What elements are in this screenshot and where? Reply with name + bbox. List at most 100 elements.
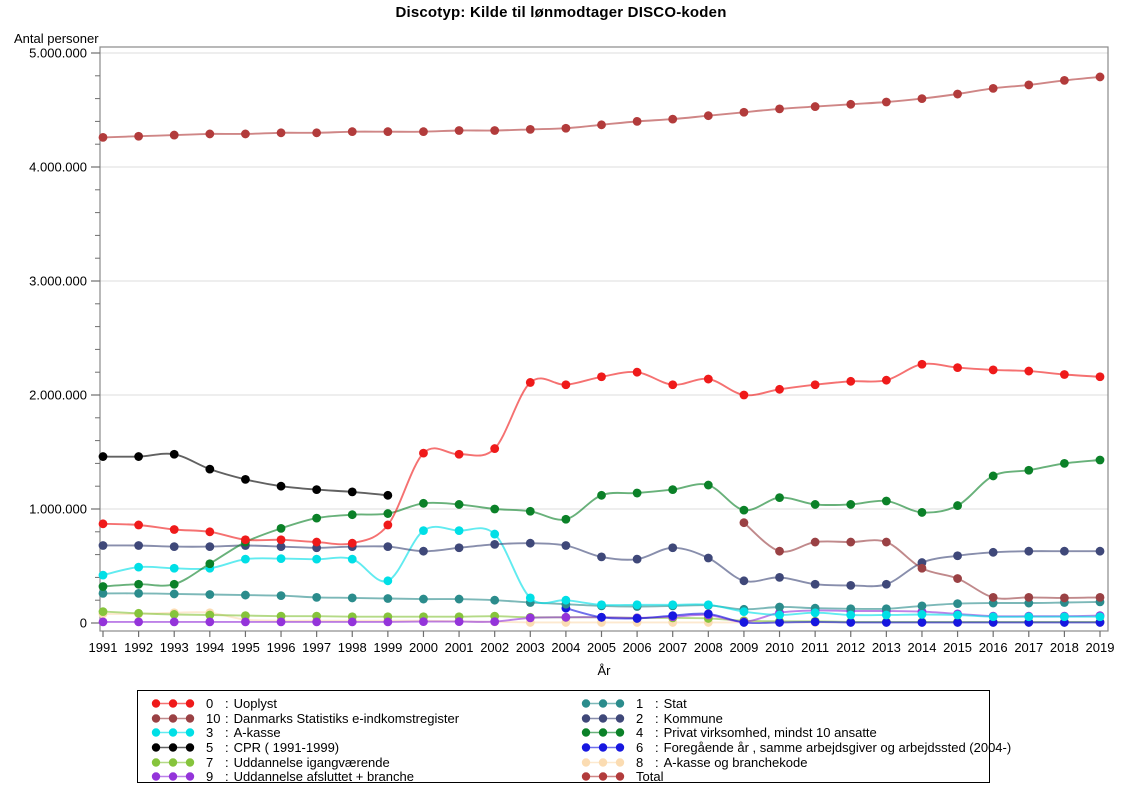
series-marker-2 — [383, 542, 393, 552]
legend-box: 0: Uoplyst 10: Danmarks Statistiks e-indkom… — [137, 690, 1011, 785]
series-marker-3 — [881, 610, 891, 620]
series-marker-total — [917, 94, 927, 103]
legend-code: 2 — [636, 710, 644, 726]
legend-separator: : — [655, 725, 659, 741]
series-marker-2 — [632, 554, 642, 564]
series-marker-6 — [846, 618, 856, 627]
series-marker-total — [739, 107, 749, 117]
x-tick-label: 2008 — [694, 640, 723, 655]
series-marker-9 — [419, 617, 428, 627]
series-marker-0 — [312, 537, 322, 547]
series-marker-1 — [241, 590, 250, 600]
series-marker-4 — [312, 513, 322, 523]
series-marker-2 — [205, 542, 215, 552]
series-marker-4 — [205, 559, 215, 569]
series-marker-3 — [846, 610, 856, 620]
series-marker-3 — [241, 554, 250, 564]
series-marker-3 — [347, 554, 357, 564]
series-marker-0 — [419, 448, 428, 458]
series-marker-6 — [917, 618, 927, 627]
series-marker-0 — [347, 538, 357, 548]
legend-code: 7 — [206, 754, 214, 770]
series-marker-7 — [241, 611, 250, 620]
x-tick-label: 2012 — [836, 640, 865, 655]
y-tick-label: 0 — [80, 616, 87, 631]
legend-marker-total — [581, 772, 625, 781]
legend-item-5: 5: CPR ( 1991-1999) — [150, 740, 459, 755]
series-marker-1 — [846, 604, 856, 614]
series-marker-2 — [1024, 546, 1034, 556]
series-marker-4 — [739, 505, 749, 515]
legend-item-8: 8: A-kasse og branchekode — [580, 755, 1011, 770]
series-marker-1 — [169, 589, 179, 599]
legend-label: Stat — [663, 695, 687, 711]
x-tick-label: 2019 — [1086, 640, 1115, 655]
x-axis-title: År — [597, 663, 611, 678]
series-marker-0 — [98, 519, 108, 529]
series-marker-total — [525, 124, 535, 134]
y-tick-label: 4.000.000 — [29, 160, 87, 175]
series-marker-0 — [632, 367, 642, 377]
series-marker-total — [383, 127, 393, 137]
series-marker-2 — [1059, 546, 1069, 556]
series-marker-2 — [169, 542, 179, 552]
series-marker-6 — [810, 617, 820, 627]
series-marker-2 — [134, 541, 144, 550]
series-marker-7 — [205, 610, 215, 620]
series-marker-3 — [312, 554, 322, 564]
x-tick-label: 2010 — [765, 640, 794, 655]
series-marker-0 — [205, 527, 215, 537]
legend-separator: : — [225, 754, 229, 770]
series-marker-2 — [881, 579, 891, 589]
series-marker-total — [205, 129, 215, 139]
series-marker-9 — [525, 613, 535, 623]
series-marker-total — [846, 99, 856, 109]
series-marker-3 — [668, 600, 678, 610]
legend-code: 9 — [206, 769, 214, 785]
series-marker-7 — [134, 608, 144, 618]
series-marker-0 — [454, 449, 464, 459]
series-marker-total — [1095, 72, 1105, 82]
series-marker-total — [953, 89, 962, 99]
series-marker-3 — [1095, 612, 1105, 622]
series-marker-total — [276, 128, 286, 138]
series-marker-3 — [1024, 612, 1034, 622]
series-marker-4 — [134, 579, 144, 589]
series-marker-total — [490, 126, 500, 135]
legend-separator: : — [225, 695, 229, 711]
legend-item-0: 0: Uoplyst — [150, 696, 459, 711]
series-marker-9 — [276, 617, 286, 627]
legend-item-6: 6: Foregående år , samme arbejdsgiver og … — [580, 740, 1011, 755]
series-marker-total — [561, 123, 571, 133]
legend-separator: : — [655, 710, 659, 726]
series-marker-total — [632, 117, 642, 126]
series-marker-0 — [739, 390, 749, 400]
series-marker-4 — [347, 510, 357, 520]
series-marker-1 — [98, 588, 108, 598]
legend-marker-7 — [151, 757, 195, 767]
series-marker-6 — [775, 618, 784, 627]
series-marker-0 — [1095, 372, 1105, 382]
series-marker-1 — [454, 594, 464, 604]
series-marker-0 — [241, 535, 250, 545]
y-tick-label: 2.000.000 — [29, 388, 87, 403]
series-marker-2 — [810, 579, 820, 589]
series-marker-5 — [205, 464, 215, 474]
legend-marker-1 — [581, 699, 625, 708]
series-marker-3 — [525, 593, 535, 603]
x-tick-label: 1997 — [302, 640, 331, 655]
series-marker-9 — [241, 617, 250, 627]
series-marker-3 — [988, 612, 998, 622]
series-marker-10 — [988, 592, 998, 602]
legend-label: CPR ( 1991-1999) — [233, 739, 340, 755]
series-marker-3 — [134, 562, 144, 572]
x-tick-label: 1994 — [195, 640, 224, 655]
x-tick-label: 2003 — [516, 640, 545, 655]
series-marker-9 — [312, 617, 322, 627]
series-marker-2 — [988, 547, 998, 557]
series-marker-1 — [205, 590, 215, 599]
series-marker-4 — [490, 504, 500, 514]
series-marker-total — [775, 104, 784, 114]
series-marker-9 — [490, 617, 500, 627]
